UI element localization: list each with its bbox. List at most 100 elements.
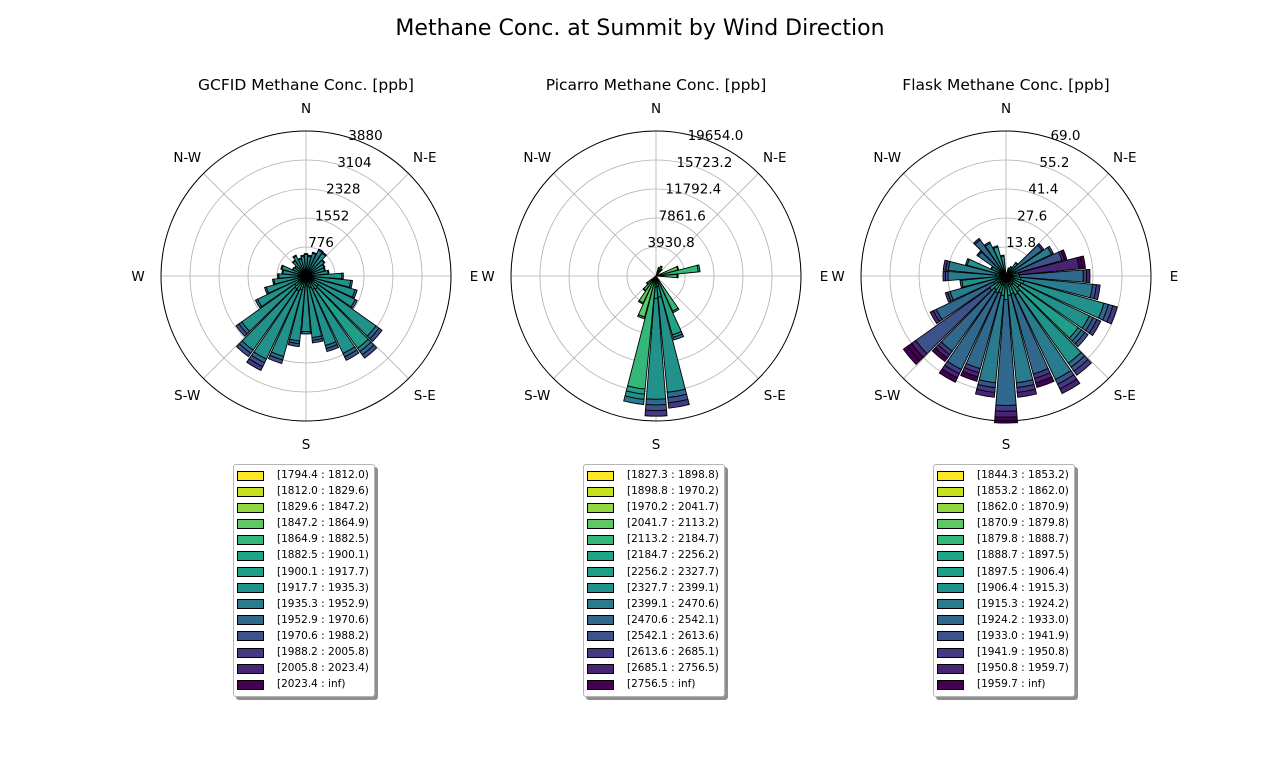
legend-label: [1827.3 : 1898.8) <box>627 469 719 481</box>
legend-swatch <box>237 550 264 561</box>
legend-entry: [1988.2 : 2005.8) <box>234 646 374 662</box>
windrose-bar-segment <box>264 286 270 295</box>
windrose-bar-segment <box>321 259 326 264</box>
legend-label: [2399.1 : 2470.6) <box>627 597 719 610</box>
legend-entry: [1917.7 : 1935.3) <box>234 582 374 598</box>
legend-label: [2470.6 : 2542.1) <box>627 613 719 626</box>
legend-label: [1794.4 : 1812.0) <box>277 469 369 481</box>
windrose-bar-segment <box>321 251 328 257</box>
legend-swatch <box>587 615 614 626</box>
windrose-bar-segment <box>931 347 949 363</box>
windrose-bar-segment <box>1000 254 1005 258</box>
bars <box>902 237 1118 424</box>
legend-entry: [1898.8 : 1970.2) <box>584 485 724 501</box>
direction-label: N <box>1001 101 1011 117</box>
subplot-title: Picarro Methane Conc. [ppb] <box>546 76 767 94</box>
legend-entry: [1897.5 : 1906.4) <box>934 566 1074 582</box>
legend-entry: [2184.7 : 2256.2) <box>584 549 724 565</box>
legend-entry: [1827.3 : 1898.8) <box>584 469 724 485</box>
legend-swatch <box>587 679 614 690</box>
legend-swatch <box>587 470 614 481</box>
legend-label: [1853.2 : 1862.0) <box>977 485 1069 498</box>
legend-entry: [1853.2 : 1862.0) <box>934 485 1074 501</box>
windrose-bar-segment <box>960 370 979 382</box>
legend-label: [1812.0 : 1829.6) <box>277 485 369 498</box>
windrose-bar-segment <box>287 341 300 348</box>
windrose-bar-segment <box>235 323 248 337</box>
windrose-bar-segment <box>292 254 298 259</box>
legend-swatch <box>237 663 264 674</box>
legend-label: [1941.9 : 1950.8) <box>977 646 1069 659</box>
windrose-bar-segment <box>660 268 663 271</box>
legend-entry: [1970.2 : 2041.7) <box>584 501 724 517</box>
subplot-title: GCFID Methane Conc. [ppb] <box>198 76 414 94</box>
legend-label: [1950.8 : 1959.7) <box>977 662 1069 675</box>
legend-swatch <box>937 518 964 529</box>
windrose-bar-segment <box>1060 249 1068 261</box>
legend-swatch <box>937 534 964 545</box>
windrose-bar-segment <box>983 241 991 247</box>
direction-label: N-E <box>413 150 437 166</box>
direction-label: E <box>820 269 829 285</box>
legend-swatch <box>587 486 614 497</box>
windrose-bar-segment <box>993 416 1019 424</box>
legend-swatch <box>587 647 614 658</box>
legend-label: [2184.7 : 2256.2) <box>627 549 719 562</box>
legend-label: [1924.2 : 1933.0) <box>977 613 1069 626</box>
legend-label: [1870.9 : 1879.8) <box>977 517 1069 530</box>
legend-entry: [1862.0 : 1870.9) <box>934 501 1074 517</box>
windrose-bar-segment <box>944 291 952 303</box>
legend-swatch <box>937 502 964 513</box>
figure-title: Methane Conc. at Summit by Wind Directio… <box>395 16 885 41</box>
legend-swatch <box>937 615 964 626</box>
legend-label: [1898.8 : 1970.2) <box>627 485 719 498</box>
legend-label: [2542.1 : 2613.6) <box>627 629 719 642</box>
legend-swatch <box>237 631 264 642</box>
windrose-bar-segment <box>696 264 701 273</box>
direction-label: S-E <box>1114 388 1136 404</box>
legend-label: [1988.2 : 2005.8) <box>277 646 369 659</box>
windrose-bar-segment <box>645 281 649 285</box>
windrose-bar-segment <box>992 245 999 250</box>
legend-label: [2756.5 : inf) <box>627 678 696 691</box>
polar-frame <box>860 130 1152 422</box>
direction-label: N-W <box>173 150 201 166</box>
bars <box>623 264 701 417</box>
polar-frame <box>160 130 452 422</box>
windrose-bar-segment <box>959 279 964 289</box>
legend-label: [1879.8 : 1888.7) <box>977 533 1069 546</box>
windrose-bar-segment <box>1046 245 1055 255</box>
legend-swatch <box>237 518 264 529</box>
polar-frame <box>510 130 802 422</box>
legend-entry: [1915.3 : 1924.2) <box>934 598 1074 614</box>
legend-swatch <box>937 583 964 594</box>
legend-picarro: [1827.3 : 1898.8) [1898.8 : 1970.2) [1970.… <box>583 464 725 698</box>
windrose-bar-segment <box>929 310 941 325</box>
windrose-bar-segment <box>1079 255 1086 270</box>
windrose-bar-segment <box>974 388 996 398</box>
legend-entry: [2470.6 : 2542.1) <box>584 614 724 630</box>
windrose-bar-segment <box>291 266 295 271</box>
radial-tick-label: 3930.8 <box>647 235 694 251</box>
legend-entry: [2542.1 : 2613.6) <box>584 630 724 646</box>
radial-tick-label: 13.8 <box>1006 235 1036 251</box>
radial-tick-label: 11792.4 <box>665 182 721 198</box>
windrose-bar-segment <box>321 263 326 268</box>
direction-label: S-W <box>524 388 550 404</box>
legend-swatch <box>937 647 964 658</box>
legend-entry: [2023.4 : inf) <box>234 678 374 694</box>
legend-entry: [1847.2 : 1864.9) <box>234 517 374 533</box>
windrose-bar-segment <box>644 409 668 417</box>
windrose-bar-segment <box>976 250 983 257</box>
legend-label: [2613.6 : 2685.1) <box>627 646 719 659</box>
windrose-bar-segment <box>994 410 1018 418</box>
legend-swatch <box>237 615 264 626</box>
windrose-bar-segment <box>341 272 344 280</box>
legend-swatch <box>237 470 264 481</box>
angular-gridline <box>553 275 657 379</box>
legend-label: [1970.6 : 1988.2) <box>277 629 369 642</box>
direction-label: N-W <box>523 150 551 166</box>
windrose-bar-segment <box>1088 318 1102 337</box>
legend-label: [1888.7 : 1897.5) <box>977 549 1069 562</box>
legend-entry: [1933.0 : 1941.9) <box>934 630 1074 646</box>
